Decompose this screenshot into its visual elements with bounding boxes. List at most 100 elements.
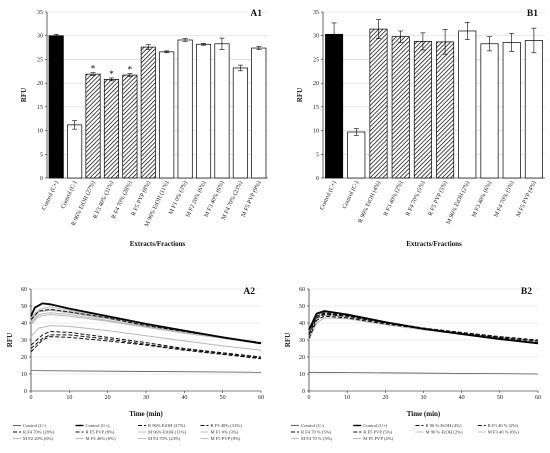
legend-label: R 96 % EtOH (4%) <box>426 423 462 428</box>
y-tick-label: 0 <box>40 176 43 182</box>
x-category-label: Control (C-) <box>59 180 78 210</box>
legend-label: M F4 70 % (5%) <box>301 436 333 441</box>
series-line <box>30 302 262 345</box>
x-tick-label: 60 <box>535 395 541 401</box>
panel-label: A1 <box>250 9 262 19</box>
x-tick-label: 40 <box>181 395 187 401</box>
y-tick-label: 0 <box>316 176 319 182</box>
legend-label: M F5 PVP (8%) <box>211 436 241 441</box>
legend-label: M F2 20% (6%) <box>23 436 53 441</box>
y-tick-label: 60 <box>21 287 27 293</box>
x-axis-label: Time (min) <box>129 410 163 418</box>
x-category-label: M F3 40% (6%) <box>203 180 226 218</box>
legend-label: Control (C-) <box>23 423 46 428</box>
legend-label: M 96 % EtOH (2%) <box>426 430 463 435</box>
legend-label: R 96% EtOH (27%) <box>148 423 186 428</box>
series-line <box>30 313 262 344</box>
legend-label: M F4 70% (23%) <box>148 436 181 441</box>
bar <box>502 42 521 179</box>
legend-label: R F3 40 % (2%) <box>488 423 519 428</box>
y-tick-label: 25 <box>37 57 43 63</box>
y-tick-label: 0 <box>302 389 305 395</box>
y-axis-label: RFU <box>296 88 304 102</box>
x-category-label: M F3 40% (6%) <box>470 180 493 218</box>
bar <box>159 51 175 179</box>
y-axis-label: RFU <box>284 333 292 347</box>
bar <box>196 43 212 179</box>
legend-label: Control (C+) <box>86 423 110 428</box>
bar <box>325 33 344 179</box>
legend-label: M 96% EtOH (11%) <box>148 430 186 435</box>
x-category-label: M F4 70% (5%) <box>493 180 516 218</box>
y-tick-label: 20 <box>21 355 27 361</box>
y-tick-label: 35 <box>313 10 319 16</box>
y-tick-label: 10 <box>313 129 319 135</box>
y-tick-label: 15 <box>313 105 319 111</box>
y-tick-label: 30 <box>21 338 27 344</box>
x-category-label: M 96% EtOH (2%) <box>445 180 471 225</box>
x-category-label: R F3 40% (2%) <box>382 180 404 217</box>
y-tick-label: 35 <box>37 10 43 16</box>
bar <box>369 28 388 179</box>
x-category-label: M F5 PVP (4%) <box>515 180 538 218</box>
panel-label: A2 <box>243 287 255 297</box>
x-tick-label: 30 <box>143 395 149 401</box>
y-tick-label: 25 <box>313 57 319 63</box>
x-tick-label: 50 <box>497 395 503 401</box>
x-tick-label: 0 <box>308 395 311 401</box>
y-tick-label: 30 <box>313 34 319 40</box>
legend-label: R F5 PVP (5%) <box>363 430 392 435</box>
bar <box>413 41 432 179</box>
significance-star: * <box>109 69 114 79</box>
series-line <box>308 312 539 342</box>
x-axis-label: Time (min) <box>407 410 441 418</box>
bar <box>140 46 156 179</box>
x-tick-label: 20 <box>105 395 111 401</box>
x-tick-label: 50 <box>220 395 226 401</box>
y-tick-label: 15 <box>37 105 43 111</box>
legend-label: R F5 PVP (8%) <box>86 430 115 435</box>
x-tick-label: 10 <box>344 395 350 401</box>
series-line <box>308 310 539 345</box>
x-axis-label: Extracts/Fractions <box>130 240 186 248</box>
y-tick-label: 20 <box>37 81 43 87</box>
y-tick-label: 5 <box>40 152 43 158</box>
panel-label: B2 <box>521 287 532 297</box>
legend-label: R F3 40% (31%) <box>211 423 243 428</box>
legend-label: Control (C+) <box>363 423 387 428</box>
y-tick-label: 10 <box>37 129 43 135</box>
y-tick-label: 40 <box>21 321 27 327</box>
series-line <box>308 313 539 344</box>
y-tick-label: 20 <box>313 81 319 87</box>
bar <box>67 124 83 179</box>
series-line <box>30 336 262 360</box>
x-category-label: R F4 70% (5%) <box>404 180 426 217</box>
bar <box>214 43 230 179</box>
y-tick-label: 60 <box>299 287 305 293</box>
y-tick-label: 50 <box>299 304 305 310</box>
series-line <box>30 330 262 358</box>
x-category-label: Control (C+) <box>318 180 338 211</box>
legend-label: M F5 PVP (4%) <box>363 436 393 441</box>
y-tick-label: 40 <box>299 321 305 327</box>
x-tick-label: 10 <box>66 395 72 401</box>
y-tick-label: 30 <box>37 34 43 40</box>
bar <box>251 47 267 179</box>
y-tick-label: 0 <box>24 389 27 395</box>
x-tick-label: 0 <box>30 395 33 401</box>
x-category-label: M F1 0% (3%) <box>167 180 189 216</box>
y-tick-label: 50 <box>21 304 27 310</box>
significance-star: * <box>91 64 96 74</box>
x-axis-label: Extracts/Fractions <box>406 240 462 248</box>
bar <box>480 43 499 179</box>
x-category-label: R F5 PVP (8%) <box>130 180 152 217</box>
bar <box>103 78 119 179</box>
y-tick-label: 30 <box>299 338 305 344</box>
bar <box>436 41 455 179</box>
significance-star: * <box>128 65 133 75</box>
y-axis-label: RFU <box>6 333 14 347</box>
bar <box>347 131 366 179</box>
bar <box>85 73 101 179</box>
y-tick-label: 10 <box>299 372 305 378</box>
